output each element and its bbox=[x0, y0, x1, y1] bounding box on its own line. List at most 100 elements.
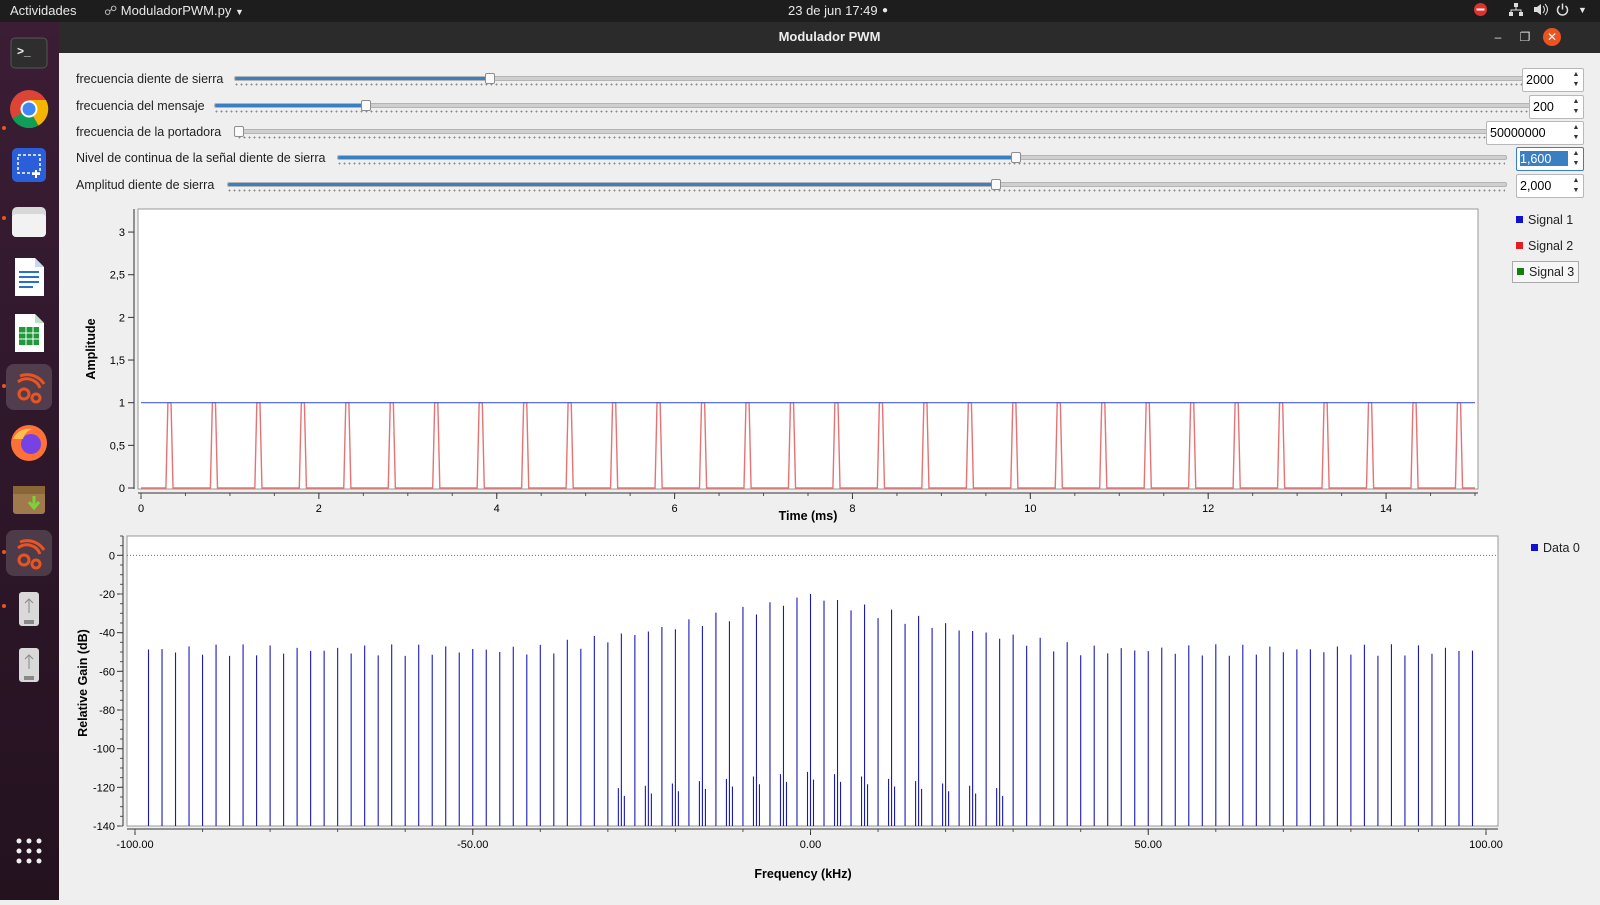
legend-swatch bbox=[1516, 216, 1523, 223]
document-icon bbox=[15, 258, 44, 296]
running-indicator bbox=[2, 604, 6, 608]
value-spinbox[interactable]: ▲ ▼ bbox=[1522, 68, 1584, 92]
y-tick-label: 0 bbox=[119, 483, 125, 495]
frequency-domain-plot[interactable]: -100.00 -50.00 0.00 50.00 100.00 0 -20 -40 -60 -8… bbox=[59, 535, 1600, 900]
slider-track[interactable] bbox=[227, 179, 1507, 190]
value-input[interactable] bbox=[1520, 151, 1568, 166]
installer-launcher[interactable] bbox=[6, 476, 52, 522]
chrome-launcher[interactable] bbox=[6, 86, 52, 132]
usb-drive-launcher-2[interactable] bbox=[6, 642, 52, 688]
terminal-launcher[interactable]: >_ bbox=[6, 30, 52, 76]
value-input[interactable] bbox=[1520, 178, 1568, 193]
maximize-button[interactable]: ❐ bbox=[1519, 30, 1531, 44]
usb-drive-icon bbox=[19, 648, 39, 682]
time-domain-plot[interactable]: 0 2 4 6 8 10 12 14 0 0,5 1 1,5 2 2,5 3 Time (ms) Ampli… bbox=[59, 205, 1600, 585]
slider-track[interactable] bbox=[214, 100, 1579, 111]
increment-arrow-icon[interactable]: ▲ bbox=[1572, 150, 1580, 157]
control-row-sawtooth-dc-level: Nivel de continua de la señal diente de … bbox=[59, 147, 1600, 173]
show-apps-button[interactable] bbox=[6, 828, 52, 874]
app-client-area: frecuencia diente de sierra ▲ ▼ frecuenc… bbox=[59, 53, 1600, 900]
slider-track[interactable] bbox=[234, 126, 1538, 137]
y-tick-label: -140 bbox=[93, 821, 115, 833]
legend-signal-3[interactable]: Signal 3 bbox=[1512, 261, 1580, 283]
notification-dot-icon: ● bbox=[882, 5, 889, 16]
x-tick-label: 4 bbox=[494, 503, 500, 515]
legend-signal-1[interactable]: Signal 1 bbox=[1516, 213, 1573, 227]
control-label: frecuencia del mensaje bbox=[76, 99, 205, 113]
writer-launcher[interactable] bbox=[6, 254, 52, 300]
y-tick-label: -100 bbox=[93, 744, 115, 756]
window-titlebar[interactable]: Modulador PWM – ❐ ✕ bbox=[59, 22, 1600, 53]
activities-button[interactable]: Actividades bbox=[10, 3, 77, 18]
x-tick-label: 8 bbox=[849, 503, 855, 515]
gnuradio-launcher-2[interactable] bbox=[6, 530, 52, 576]
power-icon[interactable] bbox=[1555, 2, 1570, 20]
gnuradio-launcher[interactable] bbox=[6, 364, 52, 410]
x-tick-label: 100.00 bbox=[1469, 839, 1503, 851]
slider-track[interactable] bbox=[337, 152, 1507, 163]
value-input[interactable] bbox=[1490, 125, 1568, 140]
legend-swatch bbox=[1517, 268, 1524, 275]
slider-track[interactable] bbox=[234, 73, 1572, 84]
volume-icon[interactable] bbox=[1532, 2, 1548, 20]
firefox-launcher[interactable] bbox=[6, 420, 52, 466]
increment-arrow-icon[interactable]: ▲ bbox=[1572, 98, 1580, 105]
slider-ticks bbox=[234, 83, 1570, 86]
svg-text:>_: >_ bbox=[17, 44, 31, 58]
legend-label: Signal 3 bbox=[1529, 265, 1575, 279]
x-tick-label: -50.00 bbox=[457, 839, 488, 851]
slider-ticks bbox=[337, 162, 1505, 165]
decrement-arrow-icon[interactable]: ▼ bbox=[1572, 134, 1580, 141]
app-menu[interactable]: ☍ ModuladorPWM.py ▼ bbox=[104, 3, 244, 19]
slider-fill bbox=[235, 77, 489, 80]
calc-launcher[interactable] bbox=[6, 310, 52, 356]
increment-arrow-icon[interactable]: ▲ bbox=[1572, 124, 1580, 131]
clock[interactable]: 23 de jun 17:49 bbox=[788, 3, 878, 18]
increment-arrow-icon[interactable]: ▲ bbox=[1572, 71, 1580, 78]
time-plot-canvas[interactable]: 0 2 4 6 8 10 12 14 0 0,5 1 1,5 2 2,5 3 Time (ms) Ampli… bbox=[59, 205, 1600, 585]
legend-data-0[interactable]: Data 0 bbox=[1531, 541, 1580, 555]
slider-ticks bbox=[237, 136, 1536, 139]
legend-label: Signal 1 bbox=[1528, 213, 1574, 227]
x-tick-label: 0.00 bbox=[800, 839, 821, 851]
x-tick-label: 12 bbox=[1202, 503, 1214, 515]
value-input[interactable] bbox=[1526, 72, 1568, 87]
decrement-arrow-icon[interactable]: ▼ bbox=[1572, 81, 1580, 88]
control-row-sawtooth-amplitude: Amplitud diente de sierra ▲ ▼ bbox=[59, 174, 1600, 200]
y-tick-label: -20 bbox=[99, 589, 115, 601]
usb-drive-launcher[interactable] bbox=[6, 586, 52, 632]
value-spinbox[interactable]: ▲ ▼ bbox=[1529, 95, 1584, 119]
decrement-arrow-icon[interactable]: ▼ bbox=[1572, 160, 1580, 167]
value-spinbox[interactable]: ▲ ▼ bbox=[1486, 121, 1584, 145]
system-menu-chevron-icon[interactable]: ▼ bbox=[1578, 5, 1587, 15]
frequency-plot-canvas[interactable]: -100.00 -50.00 0.00 50.00 100.00 0 -20 -40 -60 -8… bbox=[59, 535, 1600, 900]
decrement-arrow-icon[interactable]: ▼ bbox=[1572, 108, 1580, 115]
y-tick-label: -60 bbox=[99, 666, 115, 678]
slider-ticks bbox=[227, 189, 1505, 192]
value-spinbox[interactable]: ▲ ▼ bbox=[1516, 174, 1584, 198]
y-tick-label: 0,5 bbox=[110, 440, 125, 452]
screenshot-launcher[interactable] bbox=[6, 142, 52, 188]
do-not-disturb-icon[interactable] bbox=[1473, 2, 1488, 20]
running-indicator bbox=[2, 126, 6, 130]
time-x-axis-label: Time (ms) bbox=[779, 509, 838, 523]
minimize-button[interactable]: – bbox=[1494, 30, 1502, 44]
control-label: frecuencia diente de sierra bbox=[76, 72, 224, 86]
x-tick-label: 50.00 bbox=[1134, 839, 1162, 851]
legend-signal-2[interactable]: Signal 2 bbox=[1516, 239, 1573, 253]
value-input[interactable] bbox=[1533, 99, 1569, 114]
gnuradio-icon bbox=[17, 539, 46, 570]
usb-drive-icon bbox=[19, 592, 39, 626]
decrement-arrow-icon[interactable]: ▼ bbox=[1572, 187, 1580, 194]
y-tick-label: -120 bbox=[93, 782, 115, 794]
top-bar: Actividades ☍ ModuladorPWM.py ▼ 23 de ju… bbox=[0, 0, 1600, 22]
increment-arrow-icon[interactable]: ▲ bbox=[1572, 177, 1580, 184]
chevron-down-icon: ▼ bbox=[234, 7, 244, 17]
legend-label: Signal 2 bbox=[1528, 239, 1574, 253]
files-launcher[interactable] bbox=[6, 198, 52, 244]
close-button[interactable]: ✕ bbox=[1543, 28, 1561, 46]
value-spinbox[interactable]: ▲ ▼ bbox=[1516, 147, 1584, 171]
network-icon[interactable] bbox=[1508, 2, 1524, 20]
time-plot-area bbox=[137, 208, 1479, 490]
control-label: Nivel de continua de la señal diente de … bbox=[76, 151, 326, 165]
